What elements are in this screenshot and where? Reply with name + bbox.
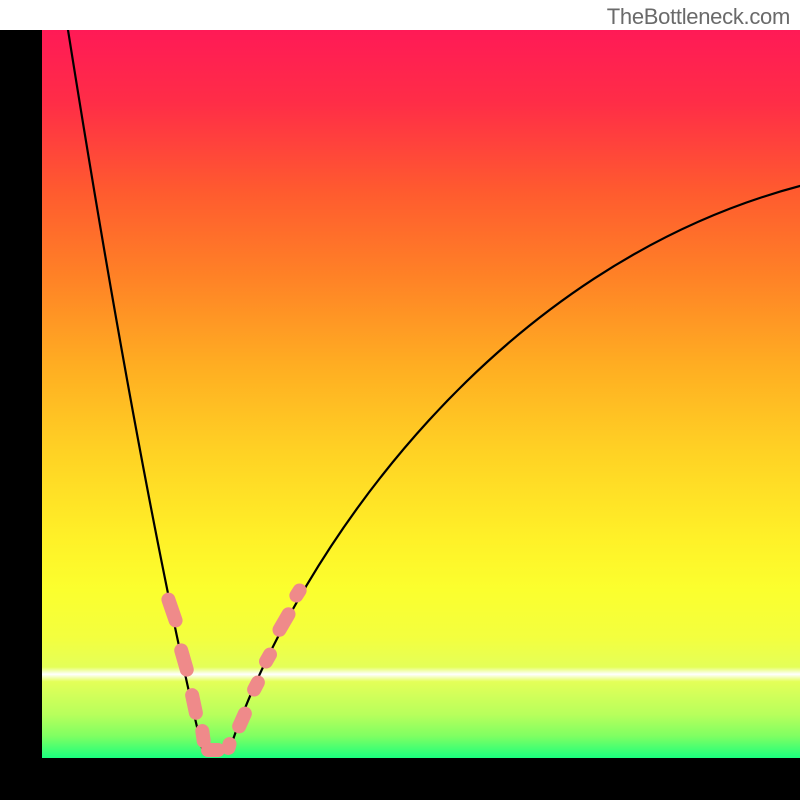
- curve-bead: [201, 743, 225, 757]
- chart-svg: [0, 0, 800, 800]
- chart-root: TheBottleneck.com: [0, 0, 800, 800]
- watermark-text: TheBottleneck.com: [607, 4, 790, 30]
